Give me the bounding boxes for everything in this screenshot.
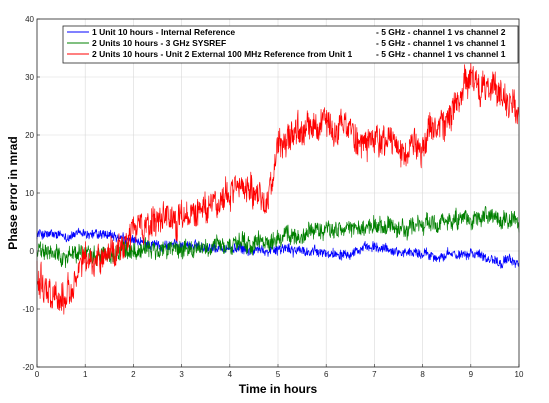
- y-tick-label: 0: [30, 247, 35, 256]
- y-axis-label: Phase error in mrad: [6, 136, 20, 249]
- x-tick-label: 3: [179, 370, 184, 379]
- x-tick-label: 6: [324, 370, 329, 379]
- x-tick-label: 7: [372, 370, 377, 379]
- x-tick-label: 8: [420, 370, 425, 379]
- series-line-3: [36, 62, 520, 315]
- x-tick-label: 0: [35, 370, 40, 379]
- series-layer: [36, 62, 520, 315]
- y-tick-label: -20: [22, 363, 34, 372]
- legend-box: [62, 25, 519, 64]
- legend-suffix-3: - 5 GHz - channel 1 vs channel 1: [376, 49, 506, 59]
- x-tick-label: 10: [515, 370, 524, 379]
- series-line-1: [36, 227, 520, 269]
- x-tick-label: 9: [469, 370, 474, 379]
- y-tick-label: 20: [25, 131, 34, 140]
- y-tick-label: -10: [22, 305, 34, 314]
- x-tick-label: 2: [131, 370, 136, 379]
- legend-label-2: 2 Units 10 hours - 3 GHz SYSREF: [92, 38, 226, 48]
- legend-label-3: 2 Units 10 hours - Unit 2 External 100 M…: [92, 49, 353, 59]
- legend-label-1: 1 Unit 10 hours - Internal Reference: [92, 27, 235, 37]
- legend: 1 Unit 10 hours - Internal Reference - 5 …: [62, 25, 519, 64]
- y-tick-label: 10: [25, 189, 34, 198]
- legend-suffix-2: - 5 GHz - channel 1 vs channel 1: [376, 38, 506, 48]
- y-tick-label: 30: [25, 73, 34, 82]
- x-tick-label: 5: [276, 370, 281, 379]
- x-tick-label: 1: [83, 370, 88, 379]
- legend-suffix-1: - 5 GHz - channel 1 vs channel 2: [376, 27, 506, 37]
- y-tick-label: 40: [25, 15, 34, 24]
- x-tick-label: 4: [228, 370, 233, 379]
- x-axis-label: Time in hours: [239, 382, 318, 396]
- axis-ticks: 0 1 2 3 4 5 6 7 8 9 10 -20 -10 0 10 20 30 40: [22, 15, 524, 379]
